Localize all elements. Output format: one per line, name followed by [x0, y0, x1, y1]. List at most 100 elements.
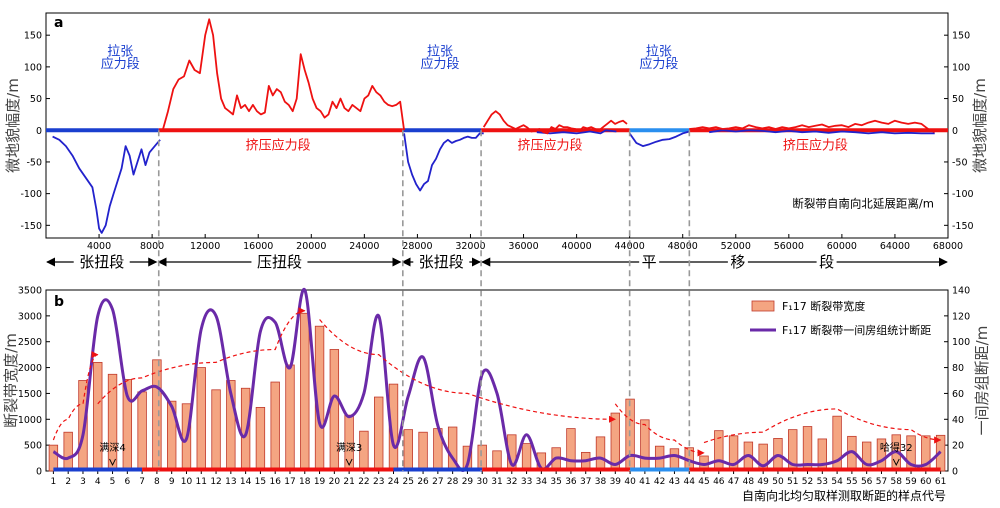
y-tick-label-left: -150 [20, 221, 42, 232]
legend-swatch-bar [751, 300, 775, 312]
panel-b: b 0 500 1000 1500 2000 2500 3000 3500 0 20 40 60 80 10… [2, 286, 991, 504]
segment-label: 压扭段 [257, 253, 302, 271]
legend-label-line: F₁17 断裂带一间房组统计断距 [782, 323, 931, 337]
profile-line [536, 129, 617, 135]
y-tick-label-left: 3500 [18, 286, 42, 297]
stress-annotation: 应力段 [639, 56, 678, 72]
width-bar [300, 312, 310, 472]
x-tick-label: 14 [240, 477, 252, 487]
x-tick-label: 6 [124, 477, 130, 487]
x-tick-label: 2 [65, 477, 71, 487]
x-tick-label: 25 [403, 477, 414, 487]
x-tick-label: 10 [181, 477, 193, 487]
x-tick-label: 18 [299, 477, 311, 487]
x-tick-label: 35 [550, 477, 561, 487]
stress-annotation: 拉张 [107, 44, 133, 59]
x-tick-label: 34 [536, 477, 548, 487]
x-tick-label: 60 [920, 477, 932, 487]
x-tick-label: 40 [624, 477, 636, 487]
width-bar [270, 381, 280, 472]
x-tick-label: 4000 [87, 241, 111, 252]
x-tick-label: 24 [388, 477, 400, 487]
x-tick-label: 68000 [933, 241, 963, 252]
y-tick-label-right: 0 [952, 467, 958, 478]
x-tick-label: 19 [314, 477, 326, 487]
x-tick-label: 8 [154, 477, 160, 487]
y-tick-label-right: 100 [952, 62, 970, 73]
x-tick-label: 5 [110, 477, 116, 487]
x-tick-label: 49 [757, 477, 769, 487]
y-tick-label-right: 120 [952, 311, 970, 322]
y-tick-label-left: 2000 [18, 363, 42, 374]
well-marker [892, 458, 900, 467]
width-bar [152, 359, 162, 472]
y-tick-label-left: 0 [36, 126, 42, 137]
width-bar [48, 444, 59, 472]
x-tick-label: 60000 [827, 241, 857, 252]
panel-a: a -150 -150 -100 -100 -50 -50 0 0 50 50 100 100 150 15… [4, 12, 989, 252]
x-tick-label: 23 [373, 477, 384, 487]
segment-label-bg [413, 252, 470, 272]
well-label: 哈得32 [880, 441, 913, 454]
well-marker [109, 458, 116, 467]
x-tick-label: 52 [802, 477, 813, 487]
y-tick-label-right: 0 [952, 126, 958, 137]
y-tick-label-right: 40 [952, 415, 964, 426]
segment-label: 移 [730, 253, 745, 271]
stress-annotation: 应力段 [420, 56, 459, 72]
width-bar [640, 419, 650, 472]
width-bar [403, 429, 413, 472]
x-tick-label: 3 [80, 477, 86, 487]
y-tick-label-right: 100 [952, 337, 970, 348]
width-bar [285, 364, 295, 472]
x-tick-label: 9 [169, 477, 175, 487]
panel-b-ylabel-left: 断裂带宽度/m [2, 333, 20, 428]
x-tick-label: 45 [698, 477, 709, 487]
stress-annotation: 拉张 [646, 44, 672, 59]
x-tick-label: 22 [358, 477, 369, 487]
panel-a-label: a [54, 15, 63, 31]
x-tick-label: 44000 [615, 241, 645, 252]
y-tick-label-left: 150 [24, 31, 42, 42]
profile-line [709, 129, 935, 135]
trend-arrow [319, 319, 617, 423]
x-tick-label: 44 [684, 477, 696, 487]
x-tick-label: 61 [935, 477, 946, 487]
x-tick-label: 32000 [455, 241, 485, 252]
x-tick-label: 7 [139, 477, 145, 487]
x-tick-label: 58 [891, 477, 903, 487]
x-tick-label: 11 [196, 477, 207, 487]
x-tick-label: 30 [476, 477, 488, 487]
x-tick-label: 32 [506, 477, 517, 487]
width-bar [93, 361, 103, 472]
x-tick-label: 1 [51, 477, 57, 487]
y-tick-label-right: 20 [952, 441, 964, 452]
x-tick-label: 48 [743, 477, 755, 487]
x-tick-label: 52000 [721, 241, 751, 252]
x-tick-label: 13 [225, 477, 236, 487]
x-tick-label: 64000 [880, 241, 910, 252]
x-tick-label: 31 [491, 477, 502, 487]
segment-label: 平 [642, 253, 657, 271]
x-tick-label: 8000 [140, 241, 164, 252]
y-tick-label-right: 150 [952, 31, 970, 42]
y-tick-label-right: -150 [952, 221, 974, 232]
x-tick-label: 16 [269, 477, 281, 487]
x-tick-label: 28 [447, 477, 459, 487]
stress-annotation: 挤压应力段 [518, 137, 583, 153]
y-tick-label-left: 0 [36, 467, 42, 478]
x-tick-label: 56 [861, 477, 873, 487]
y-tick-label-left: -50 [26, 157, 42, 168]
width-bar [861, 441, 872, 472]
x-tick-label: 17 [284, 477, 295, 487]
segment-label: 张扭段 [419, 253, 464, 271]
width-bar [107, 373, 118, 472]
y-tick-label-left: 500 [24, 441, 42, 452]
well-label: 满深4 [99, 442, 125, 454]
x-tick-label: 33 [521, 477, 532, 487]
x-tick-label: 20000 [296, 241, 326, 252]
throw-line [52, 288, 942, 472]
width-bar [595, 436, 606, 472]
x-tick-label: 46 [713, 477, 725, 487]
x-tick-label: 12000 [190, 241, 220, 252]
